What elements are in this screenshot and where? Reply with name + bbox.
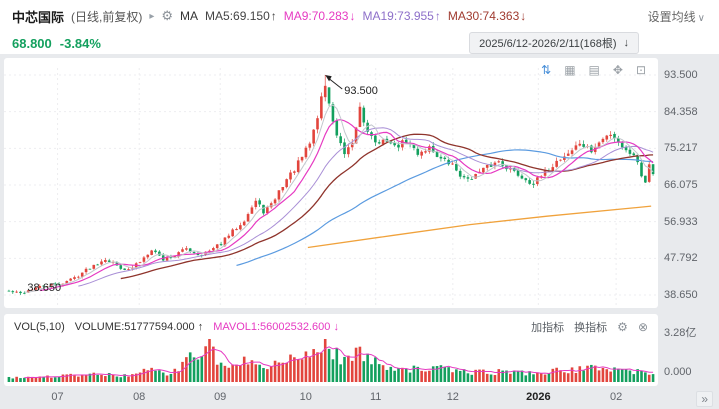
month-label: 09 xyxy=(214,391,227,403)
chart-mini-toolbar: ⇅ ▦ ▤ ✥ ⊡ xyxy=(541,63,646,77)
scroll-right-icon[interactable]: » xyxy=(696,391,713,407)
price-row: 68.800 -3.84% 2025/6/12-2026/2/11(168根) ↓ xyxy=(0,29,719,54)
ma-indicator-label: MA xyxy=(180,9,199,23)
price-change: -3.84% xyxy=(59,35,101,51)
month-label: 02 xyxy=(609,391,623,403)
ma-value-3: MA30:74.363↓ xyxy=(447,9,527,23)
price-tick: 75.217 xyxy=(664,142,698,155)
month-label: 2026 xyxy=(526,391,551,403)
volume-svg[interactable] xyxy=(4,336,658,384)
grid-view-icon[interactable]: ▦ xyxy=(564,63,576,77)
stock-name: 中芯国际 xyxy=(12,9,65,25)
chart-mode-label: (日线,前复权) xyxy=(71,9,143,24)
indicator-row: 中芯国际 (日线,前复权) ▸ ⚙ MA MA5:69.150↑ MA9:70.… xyxy=(0,0,719,29)
low-annotation: 38.650 xyxy=(27,282,61,294)
chart-header: 中芯国际 (日线,前复权) ▸ ⚙ MA MA5:69.150↑ MA9:70.… xyxy=(0,0,719,54)
settings-gear-icon[interactable]: ⚙ xyxy=(161,8,174,23)
ma9-trend-arrow: ↓ xyxy=(349,9,356,23)
ma30-trend-arrow: ↓ xyxy=(520,9,527,23)
price-tick: 38.650 xyxy=(664,288,698,301)
last-price: 68.800 xyxy=(12,35,52,51)
ma-settings-button[interactable]: 设置均线 ∨ xyxy=(647,9,705,24)
month-label: 12 xyxy=(446,391,459,403)
expand-caret-icon[interactable]: ▸ xyxy=(149,10,155,22)
price-tick: 66.075 xyxy=(664,178,698,191)
date-range-badge[interactable]: 2025/6/12-2026/2/11(168根) ↓ xyxy=(469,32,639,54)
month-label: 11 xyxy=(369,391,382,403)
volume-axis-min: 0.000 xyxy=(664,366,692,378)
volume-trend-arrow: ↑ xyxy=(197,321,204,333)
candlestick-chart-pane[interactable]: ⇅ ▦ ▤ ✥ ⊡ 93.500 38.650 xyxy=(4,58,658,308)
ma-value-1: MA9:70.283↓ xyxy=(283,9,356,23)
peak-annotation: 93.500 xyxy=(344,85,378,97)
ma-value-0: MA5:69.150↑ xyxy=(205,9,277,23)
mavol-trend-arrow: ↓ xyxy=(333,321,339,333)
range-collapse-arrow: ↓ xyxy=(623,37,630,49)
ma-value-2: MA19:73.955↑ xyxy=(362,9,441,23)
indicator-settings-icon[interactable]: ⚙ xyxy=(617,320,628,334)
vol-indicator-label: VOL(5,10) xyxy=(14,321,65,333)
ma19-trend-arrow: ↑ xyxy=(434,9,441,23)
switch-indicator-button[interactable]: 换指标 xyxy=(574,322,608,334)
price-tick: 56.933 xyxy=(664,215,698,228)
volume-value: VOLUME:51777594.000 ↑ xyxy=(74,321,204,333)
month-label: 08 xyxy=(133,391,146,403)
list-view-icon[interactable]: ▤ xyxy=(588,63,600,77)
mavol-value: MAVOL1:56002532.600 ↓ xyxy=(213,321,339,333)
price-axis: 93.500 84.358 75.217 66.075 56.933 47.79… xyxy=(664,69,718,301)
price-tick: 93.500 xyxy=(664,69,698,81)
pan-updown-icon[interactable]: ⇅ xyxy=(541,63,552,77)
month-label: 07 xyxy=(51,391,64,403)
volume-axis-max: 3.28亿 xyxy=(664,327,697,339)
main-chart-svg[interactable]: 93.500 38.650 xyxy=(4,58,658,308)
volume-header: VOL(5,10) VOLUME:51777594.000 ↑ MAVOL1:5… xyxy=(4,314,658,335)
move-chart-icon[interactable]: ✥ xyxy=(612,63,623,77)
add-indicator-button[interactable]: 加指标 xyxy=(531,322,565,334)
chevron-down-icon: ∨ xyxy=(697,12,705,24)
fullscreen-icon[interactable]: ⊡ xyxy=(635,63,646,77)
month-label: 10 xyxy=(299,391,312,403)
price-tick: 47.792 xyxy=(664,252,698,265)
price-tick: 84.358 xyxy=(664,105,698,118)
ma5-trend-arrow: ↑ xyxy=(270,9,277,23)
indicator-close-icon[interactable]: ⊗ xyxy=(637,320,648,334)
volume-pane[interactable]: VOL(5,10) VOLUME:51777594.000 ↑ MAVOL1:5… xyxy=(4,314,658,386)
x-axis: 07 08 09 10 11 12 2026 02 xyxy=(4,391,658,405)
